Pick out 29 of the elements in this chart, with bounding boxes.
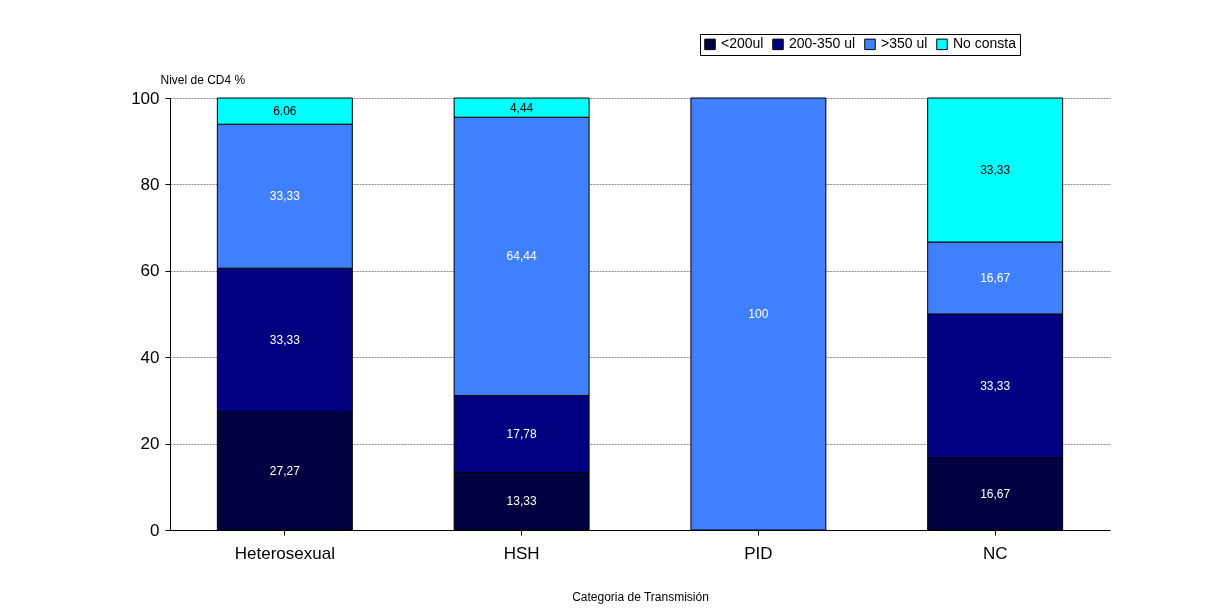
data-label: 33,33 <box>980 162 1011 177</box>
data-label: 33,33 <box>269 333 301 348</box>
y-tick-label: 20 <box>140 434 160 454</box>
data-label: 4,44 <box>509 100 534 115</box>
x-axis-title: Categoria de Transmisión <box>572 589 709 604</box>
legend-label: <200ul <box>721 35 764 52</box>
y-tick-label: 0 <box>150 520 160 540</box>
x-tick-label: HSH <box>503 543 540 563</box>
legend-label: No consta <box>953 35 1017 52</box>
data-label: 64,44 <box>506 249 537 264</box>
legend-label: >350 ul <box>881 35 928 52</box>
data-label: 27,27 <box>269 464 301 479</box>
data-label: 17,78 <box>506 427 537 442</box>
data-label: 6,06 <box>273 104 297 119</box>
y-axis-title: Nivel de CD4 % <box>160 72 246 87</box>
y-tick-label: 60 <box>140 261 160 281</box>
y-tick-label: 100 <box>131 88 160 108</box>
y-tick-label: 40 <box>140 347 160 367</box>
x-tick-label: Heterosexual <box>234 543 335 563</box>
legend-label: 200-350 ul <box>789 35 856 52</box>
data-label: 100 <box>748 307 769 321</box>
x-tick-label: NC <box>982 543 1008 563</box>
data-label: 16,67 <box>980 486 1011 501</box>
y-tick-label: 80 <box>140 174 160 194</box>
x-tick-label: PID <box>744 543 773 563</box>
data-label: 13,33 <box>506 494 537 509</box>
data-label: 16,67 <box>980 270 1011 285</box>
data-label: 33,33 <box>980 378 1011 393</box>
data-label: 33,33 <box>269 189 301 204</box>
